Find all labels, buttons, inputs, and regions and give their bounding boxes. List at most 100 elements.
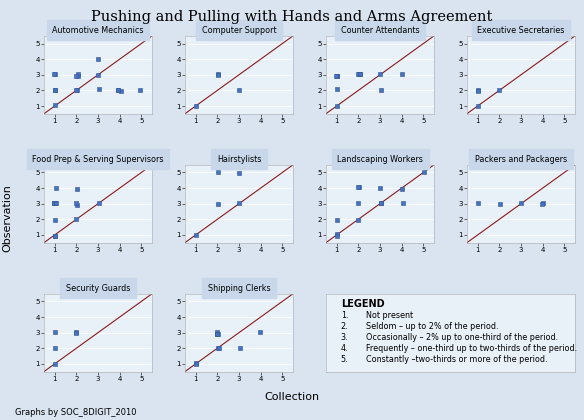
- Title: Automotive Mechanics: Automotive Mechanics: [53, 26, 144, 35]
- Point: [50, 233, 60, 239]
- Point: [93, 56, 103, 63]
- Point: [332, 102, 342, 109]
- Point: [353, 200, 363, 206]
- Point: [419, 169, 428, 176]
- Point: [114, 87, 123, 93]
- Point: [94, 86, 103, 93]
- Point: [73, 71, 82, 78]
- Point: [191, 360, 200, 367]
- Text: Observation: Observation: [2, 184, 12, 252]
- Text: 5.: 5.: [340, 354, 349, 363]
- Point: [517, 200, 526, 206]
- Text: 1.: 1.: [340, 311, 348, 320]
- Point: [234, 169, 244, 176]
- Point: [355, 71, 364, 77]
- Title: Landscaping Workers: Landscaping Workers: [337, 155, 423, 164]
- Point: [213, 168, 223, 175]
- Point: [213, 71, 223, 78]
- Point: [50, 200, 59, 207]
- Point: [376, 87, 385, 94]
- Title: Security Guards: Security Guards: [66, 284, 130, 293]
- Point: [375, 185, 384, 192]
- Point: [355, 71, 364, 77]
- Point: [354, 184, 363, 191]
- Point: [377, 200, 386, 206]
- Text: 3.: 3.: [340, 333, 348, 341]
- Point: [50, 360, 60, 367]
- Point: [191, 231, 200, 238]
- Text: 4.: 4.: [340, 344, 348, 352]
- Point: [333, 233, 342, 239]
- Point: [73, 72, 82, 79]
- Point: [95, 200, 104, 206]
- Point: [332, 231, 342, 237]
- Point: [213, 328, 222, 335]
- Point: [50, 102, 60, 109]
- Point: [51, 200, 61, 206]
- Point: [213, 330, 223, 337]
- Point: [51, 87, 60, 93]
- Title: Shipping Clerks: Shipping Clerks: [208, 284, 270, 293]
- Point: [93, 71, 103, 78]
- Title: Computer Support: Computer Support: [201, 26, 276, 35]
- Point: [397, 71, 406, 78]
- Point: [375, 71, 384, 77]
- Point: [332, 73, 341, 79]
- Text: LEGEND: LEGEND: [340, 299, 384, 309]
- Text: Seldom – up to 2% of the period.: Seldom – up to 2% of the period.: [366, 322, 498, 331]
- Title: Packers and Packagers: Packers and Packagers: [475, 155, 567, 164]
- Text: 2.: 2.: [340, 322, 349, 331]
- Text: Frequently – one-third up to two-thirds of the period.: Frequently – one-third up to two-thirds …: [366, 344, 577, 352]
- Point: [236, 344, 245, 351]
- Point: [495, 86, 504, 93]
- Point: [213, 71, 223, 78]
- Point: [72, 87, 81, 94]
- Point: [538, 200, 548, 206]
- Text: Collection: Collection: [265, 392, 319, 402]
- Point: [256, 328, 265, 335]
- Point: [473, 103, 482, 110]
- Title: Executive Secretaries: Executive Secretaries: [477, 26, 565, 35]
- Point: [50, 217, 60, 224]
- Point: [332, 72, 342, 79]
- Text: Graphs by SOC_8DIGIT_2010: Graphs by SOC_8DIGIT_2010: [15, 408, 136, 417]
- Text: Occasionally – 2% up to one-third of the period.: Occasionally – 2% up to one-third of the…: [366, 333, 558, 341]
- Title: Hairstylists: Hairstylists: [217, 155, 261, 164]
- Point: [116, 87, 126, 94]
- Point: [333, 86, 342, 93]
- Point: [474, 87, 483, 93]
- Point: [235, 200, 244, 206]
- Point: [71, 72, 81, 79]
- Point: [354, 71, 363, 77]
- Point: [213, 330, 222, 337]
- Point: [332, 217, 342, 223]
- Point: [377, 200, 386, 206]
- Title: Counter Attendants: Counter Attendants: [340, 26, 419, 35]
- Point: [192, 360, 201, 367]
- Point: [332, 72, 342, 79]
- Point: [135, 87, 145, 94]
- Text: Pushing and Pulling with Hands and Arms Agreement: Pushing and Pulling with Hands and Arms …: [91, 10, 493, 24]
- Point: [72, 328, 81, 335]
- Point: [51, 233, 60, 239]
- Point: [71, 330, 81, 336]
- Point: [71, 87, 81, 93]
- Point: [354, 217, 363, 224]
- Point: [50, 71, 59, 77]
- Text: Not present: Not present: [366, 311, 413, 320]
- Point: [51, 185, 61, 192]
- Point: [51, 345, 60, 352]
- Point: [72, 200, 81, 207]
- Point: [50, 328, 60, 335]
- Point: [538, 201, 547, 207]
- Point: [235, 86, 244, 93]
- Point: [72, 201, 82, 208]
- Point: [50, 200, 59, 206]
- Point: [495, 200, 505, 207]
- Text: Constantly –two-thirds or more of the period.: Constantly –two-thirds or more of the pe…: [366, 354, 547, 363]
- Point: [473, 87, 482, 94]
- Point: [213, 345, 223, 352]
- Point: [50, 86, 60, 93]
- Point: [353, 71, 363, 78]
- Point: [50, 200, 60, 206]
